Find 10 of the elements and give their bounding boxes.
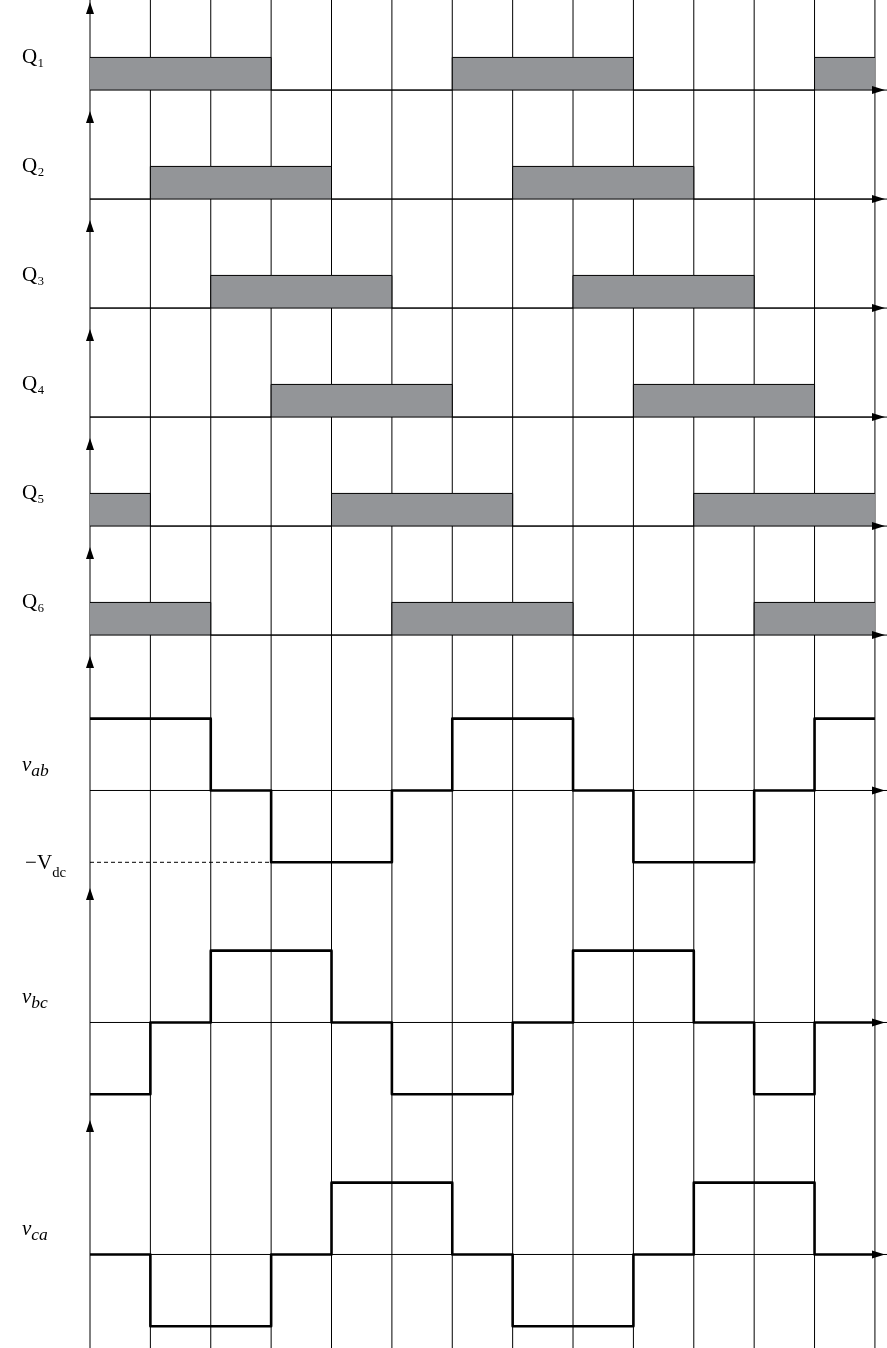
y-axis-title: v$_{bc}$ (22, 984, 48, 1014)
y-axis-title: Q₆ (22, 589, 45, 615)
text: −V$_{dc}$ (25, 850, 67, 881)
y-axis-title: Q₁ (22, 44, 45, 70)
y-axis-title: Q₅ (22, 480, 45, 506)
y-axis-title: v$_{ab}$ (22, 752, 49, 782)
y-axis-title: v$_{ca}$ (22, 1216, 48, 1246)
y-axis-title: Q₄ (22, 371, 45, 397)
y-axis-title: Q₃ (22, 262, 45, 288)
y-axis-title: Q₂ (22, 153, 45, 179)
